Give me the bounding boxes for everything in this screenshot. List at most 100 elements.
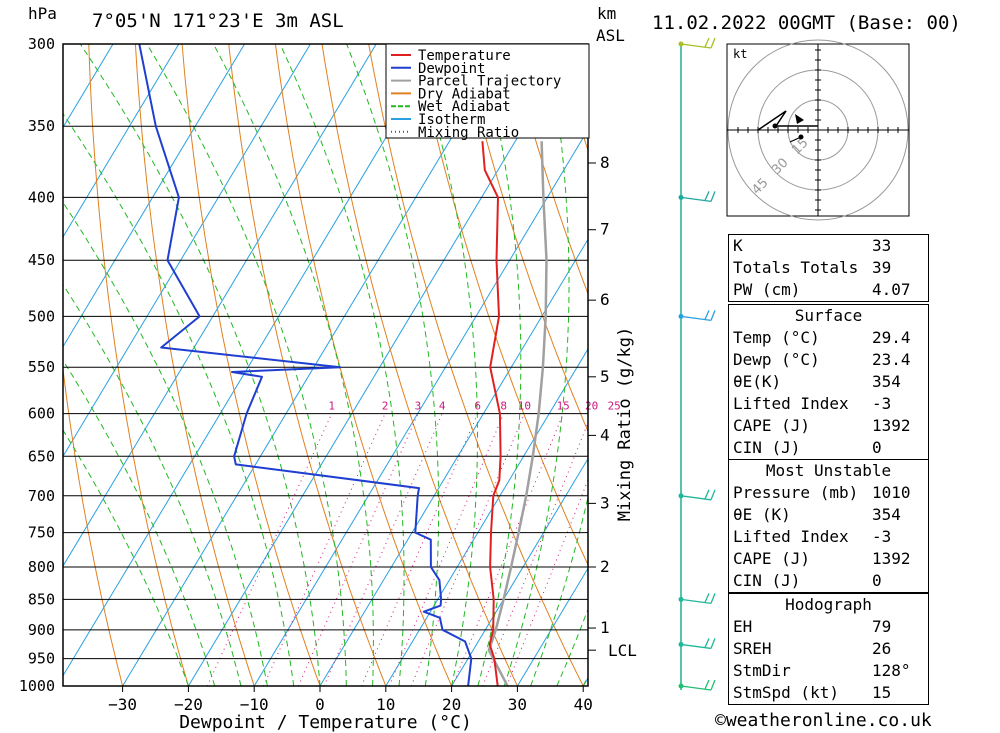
mixing-ratio-axis-title: Mixing Ratio (g/kg): [615, 327, 635, 521]
wet-adiabat-line: [530, 495, 588, 686]
isotherm-line: [385, 348, 588, 686]
surface-dewp-label: Dewp (°C): [733, 350, 820, 369]
isotherm-line: [63, 44, 114, 129]
wind-barb: [680, 191, 716, 203]
wet-adiabat-line: [556, 607, 588, 686]
dewpoint-line: [138, 44, 473, 686]
k-row: K 33: [729, 235, 928, 257]
km-tick-label: 5: [600, 367, 610, 386]
x-tick-label: 30: [508, 695, 527, 714]
surface-thetae-value: 354: [872, 372, 901, 391]
surface-dewp-value: 23.4: [872, 350, 911, 369]
storm-motion-arrow: [795, 114, 804, 124]
isotherm-line: [451, 457, 588, 686]
km-tick-label: 8: [600, 153, 610, 172]
mu-cape-label: CAPE (J): [733, 549, 811, 568]
surface-li-label: Lifted Index: [733, 394, 849, 413]
tt-row: Totals Totals 39: [729, 257, 928, 279]
stmspd-value: 15: [872, 683, 892, 702]
wind-level-dot: [678, 194, 684, 200]
wind-level-dot: [678, 313, 684, 319]
tt-value: 39: [872, 258, 892, 277]
surface-temp-value: 29.4: [872, 328, 911, 347]
mu-li-value: -3: [872, 527, 892, 546]
legend-label: Wet Adiabat: [418, 99, 511, 115]
mixing-ratio-label: 1: [328, 400, 335, 413]
isotherm-line: [63, 44, 443, 677]
wet-adiabat-line: [63, 112, 295, 686]
mixing-ratio-line: [451, 413, 564, 686]
x-tick-label: 40: [574, 695, 593, 714]
skewt-chart: 1 2 3 4 6 8 10 15 20 2530035040045050055060065070…: [19, 35, 637, 733]
pressure-label: 800: [28, 558, 55, 576]
dry-adiabat-line: [508, 44, 588, 296]
stmdir-value: 128°: [872, 661, 911, 680]
pressure-label: 400: [28, 188, 55, 206]
hodograph-ring: [727, 39, 909, 221]
pressure-label: 350: [28, 117, 55, 135]
footer-credit[interactable]: ©weatheronline.co.uk: [715, 710, 932, 731]
mu-pressure-label: Pressure (mb): [733, 483, 859, 502]
legend-label: Isotherm: [418, 112, 485, 128]
isotherm-line: [63, 44, 180, 238]
isotherm-line: [63, 44, 246, 348]
km-tick-label: 1: [600, 618, 610, 637]
location-title: 7°05'N 171°23'E 3m ASL: [92, 10, 344, 32]
pressure-label: 700: [28, 487, 55, 505]
surface-cape-row: CAPE (J) 1392: [729, 415, 928, 437]
mixing-ratio-line: [388, 413, 505, 686]
sreh-label: SREH: [733, 639, 772, 658]
legend-label: Dry Adiabat: [418, 86, 511, 102]
mixing-ratio-label: 15: [557, 400, 570, 413]
pressure-label: 1000: [19, 677, 55, 695]
hpa-label: hPa: [28, 4, 57, 23]
surface-li-value: -3: [872, 394, 892, 413]
wind-level-dot: [678, 493, 684, 499]
pressure-label: 850: [28, 590, 55, 608]
wind-barb: [680, 593, 716, 604]
km-tick-label: 4: [600, 425, 610, 444]
km-tick-label: 3: [600, 493, 610, 512]
x-tick-label: −30: [108, 695, 137, 714]
x-tick-label: 10: [376, 695, 395, 714]
km-tick-label: 2: [600, 557, 610, 576]
pressure-label: 750: [28, 524, 55, 542]
pressure-label: 300: [28, 35, 55, 53]
legend-label: Mixing Ratio: [418, 125, 519, 141]
plot-frame: [62, 43, 589, 687]
mixing-ratio-line: [410, 413, 525, 686]
wind-barb: [680, 489, 716, 501]
hodograph-ring: [787, 99, 849, 161]
mu-cin-row: CIN (J) 0: [729, 570, 928, 592]
surface-temp-row: Temp (°C) 29.4: [729, 327, 928, 349]
mixing-ratio-line: [206, 413, 333, 686]
surface-title: Surface: [794, 306, 863, 325]
pressure-label: 600: [28, 405, 55, 423]
isotherm-line: [63, 44, 377, 567]
km-label: km: [597, 4, 617, 23]
mixing-ratio-label: 4: [439, 400, 446, 413]
surface-cin-row: CIN (J) 0: [729, 437, 928, 459]
temperature-line: [481, 141, 502, 686]
hodograph-storm-vector: [789, 136, 802, 143]
indices-table: K 33 Totals Totals 39 PW (cm) 4.07: [728, 234, 929, 302]
hodograph-ring-label: 15: [789, 136, 811, 158]
k-value: 33: [872, 236, 892, 255]
hodograph-point: [798, 134, 804, 140]
legend-label: Temperature: [418, 48, 511, 64]
hodograph-point: [772, 123, 778, 129]
mixing-ratio-label: 6: [474, 400, 481, 413]
hodograph-unit-label: kt: [733, 47, 747, 61]
pressure-label: 450: [28, 251, 55, 269]
wet-adiabat-line: [279, 44, 405, 686]
isotherm-line: [319, 238, 588, 686]
dry-adiabat-line: [134, 44, 255, 686]
mu-pressure-value: 1010: [872, 483, 911, 502]
date-title: 11.02.2022 00GMT (Base: 00): [652, 12, 961, 34]
eh-label: EH: [733, 617, 753, 636]
tt-label: Totals Totals: [733, 258, 859, 277]
hodograph-ring-label: 30: [769, 156, 791, 178]
wind-level-dot: [678, 683, 684, 689]
mu-pressure-row: Pressure (mb) 1010: [729, 482, 928, 504]
mu-li-row: Lifted Index -3: [729, 526, 928, 548]
